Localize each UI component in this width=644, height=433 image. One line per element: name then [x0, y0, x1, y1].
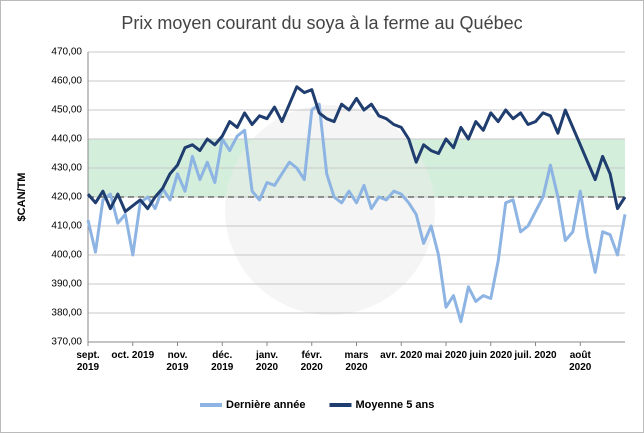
x-tick-label: juil. 2020	[514, 350, 557, 361]
y-tick-label: 370,00	[51, 337, 82, 348]
x-tick-label: sept. 2019	[76, 350, 100, 373]
y-tick-label: 390,00	[51, 279, 82, 290]
y-tick-label: 430,00	[51, 163, 82, 174]
y-tick-label: 440,00	[51, 134, 82, 145]
chart-title: Prix moyen courant du soya à la ferme au…	[121, 13, 522, 33]
y-axis-label: $CAN/TM	[16, 173, 28, 222]
y-tick-label: 380,00	[51, 308, 82, 319]
x-tick-label: mai 2020	[424, 350, 468, 361]
y-tick-label: 410,00	[51, 221, 82, 232]
x-tick-label: juin 2020	[469, 350, 513, 361]
watermark	[225, 105, 435, 315]
x-tick-label: nov. 2019	[166, 350, 189, 373]
x-tick-label: oct. 2019	[111, 350, 155, 361]
series-line	[86, 102, 627, 324]
legend-label: Moyenne 5 ans	[355, 399, 434, 411]
y-tick-label: 450,00	[51, 105, 82, 116]
x-tick-label: août 2020	[569, 350, 592, 373]
y-tick-label: 460,00	[51, 76, 82, 87]
x-tick-label: févr. 2020	[300, 350, 323, 373]
y-tick-label: 420,00	[51, 192, 82, 203]
x-tick-label: janv. 2020	[255, 350, 279, 373]
x-tick-label: déc. 2019	[211, 350, 234, 373]
legend-label: Dernière année	[226, 399, 305, 411]
y-tick-label: 400,00	[51, 250, 82, 261]
series-line	[86, 85, 627, 213]
y-tick-label: 470,00	[51, 47, 82, 58]
x-tick-label: mars 2020	[344, 350, 369, 373]
x-tick-label: avr. 2020	[380, 350, 423, 361]
